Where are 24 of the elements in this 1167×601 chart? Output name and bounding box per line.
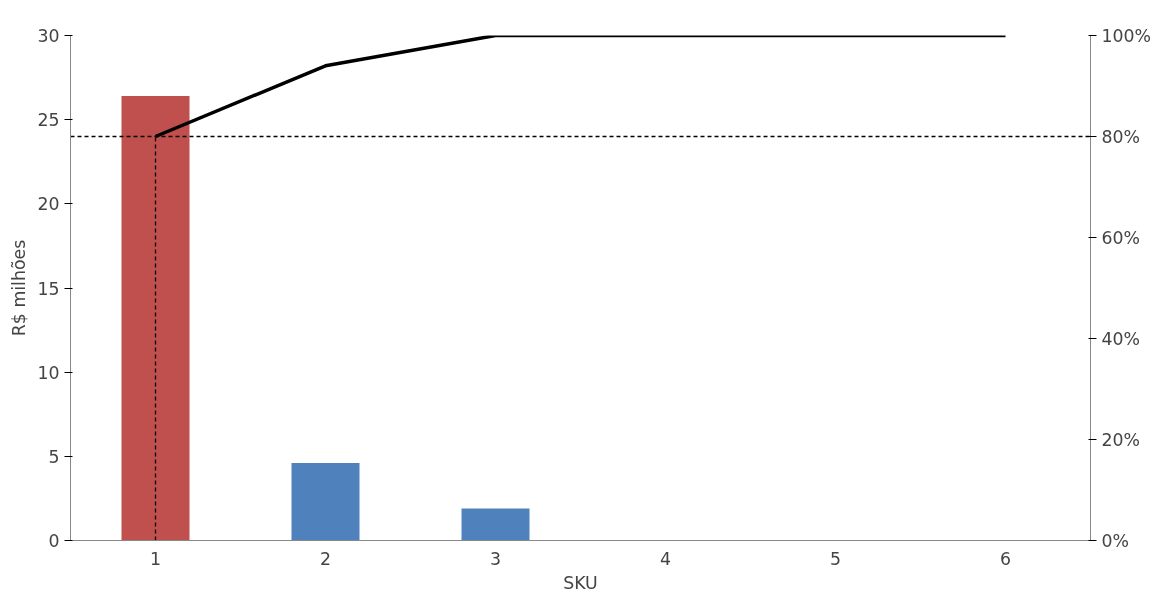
y2-tick-label: 40%: [1101, 328, 1141, 349]
x-tick-label: 3: [489, 548, 502, 569]
x-tick-label: 6: [999, 548, 1012, 569]
y-tick-label: 25: [37, 110, 60, 131]
x-tick-label: 2: [319, 548, 332, 569]
bar: [291, 463, 360, 541]
bar: [121, 96, 190, 541]
y2-tick-label: 60%: [1101, 227, 1141, 248]
x-axis-title: SKU: [563, 572, 598, 593]
bar: [461, 508, 530, 541]
y-tick-label: 30: [37, 26, 60, 46]
y2-tick-label: 100%: [1101, 25, 1152, 46]
y2-tick-label: 20%: [1101, 429, 1141, 450]
x-tick-label: 5: [829, 548, 842, 569]
x-tick-label: 1: [149, 548, 162, 569]
y-tick-label: 15: [37, 278, 60, 299]
y2-tick-label: 0%: [1101, 530, 1129, 551]
x-tick-label: 4: [659, 548, 672, 569]
y-tick-label: 5: [48, 446, 60, 467]
y-tick-label: 20: [37, 194, 60, 215]
y-tick-label: 10: [37, 362, 60, 383]
y-axis-title: R$ milhões: [9, 239, 30, 337]
y-tick-label: 0: [48, 531, 60, 551]
y2-tick-label: 80%: [1101, 126, 1141, 147]
